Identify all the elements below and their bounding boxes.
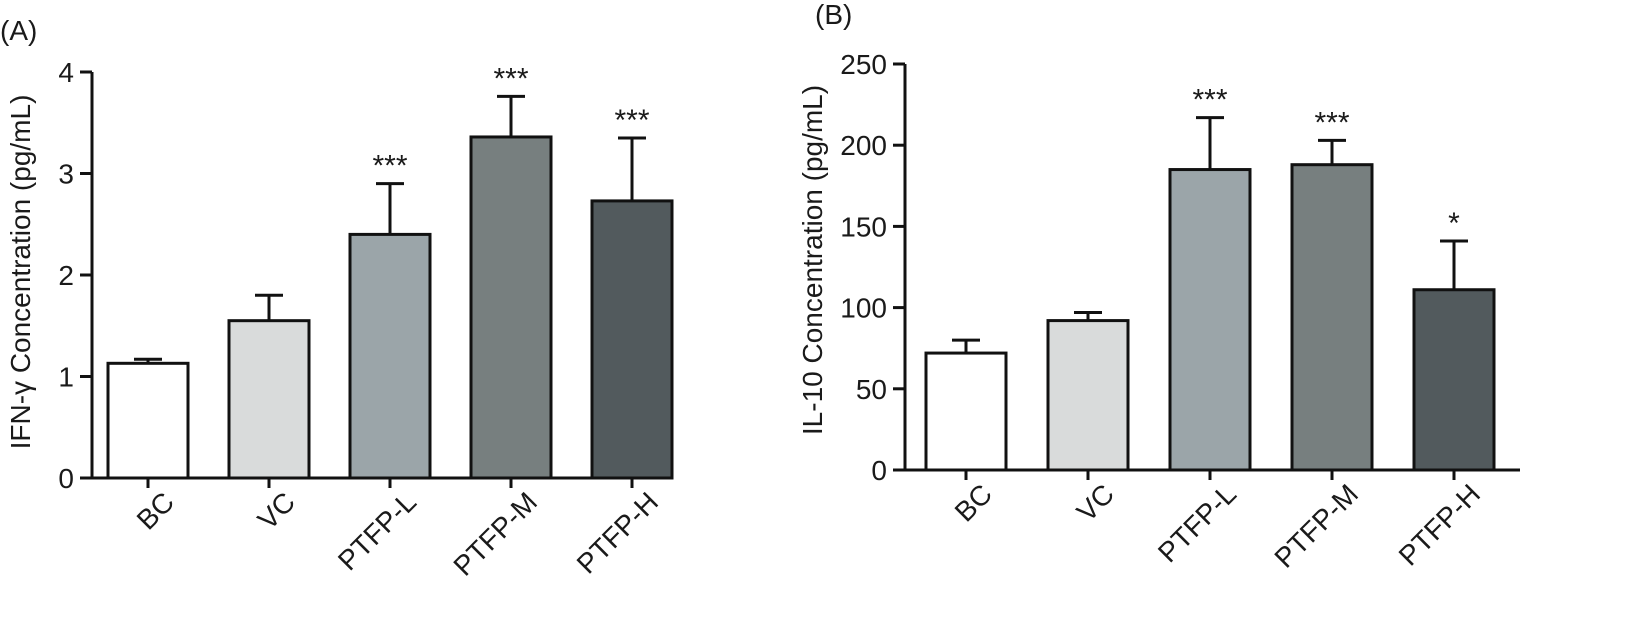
panel-b-bar-2 xyxy=(1168,168,1252,472)
panel-b-significance-2: *** xyxy=(1192,84,1227,117)
panel-b-y-axis-title: IL-10 Concentration (pg/mL) xyxy=(797,85,828,435)
panel-a-significance-3: *** xyxy=(493,62,528,95)
panel-b-x-tick-label-4: PTFP-H xyxy=(1393,478,1486,571)
panel-a-y-tick-label-2: 2 xyxy=(58,260,74,291)
panel-b-x-tick-label-0: BC xyxy=(949,478,998,527)
panel-a-y-tick-label-1: 1 xyxy=(58,362,74,393)
panel-a-bar-2 xyxy=(348,232,432,480)
panel-a-x-tick-label-1: VC xyxy=(252,486,301,535)
panel-a-y-tick-label-0: 0 xyxy=(58,463,74,494)
panel-b-chart: (B) IL-10 Concentration (pg/mL) BC VC *** P… xyxy=(797,0,1520,574)
panel-a-y-axis-title: IFN-γ Concentration (pg/mL) xyxy=(5,95,36,450)
panel-a-bar-3 xyxy=(469,135,553,480)
panel-a-y-tick-label-3: 3 xyxy=(58,159,74,190)
panel-a-bar-0 xyxy=(106,361,190,480)
panel-b-bar-3 xyxy=(1290,163,1374,472)
panel-a-bar-4 xyxy=(590,199,674,480)
panel-a-chart: (A) IFN-γ Concentration (pg/mL) BC VC *** P… xyxy=(0,15,674,582)
panel-a-x-tick-label-2: PTFP-L xyxy=(332,486,422,576)
panel-b-y-tick-label-2: 100 xyxy=(840,293,887,324)
panel-a-y-tick-label-4: 4 xyxy=(58,57,74,88)
panel-b-significance-3: *** xyxy=(1314,106,1349,139)
panel-b-y-tick-label-4: 200 xyxy=(840,130,887,161)
panel-a-significance-4: *** xyxy=(614,104,649,137)
panel-a-bar-1 xyxy=(227,319,311,480)
panel-a-x-tick-label-4: PTFP-H xyxy=(571,486,664,579)
panel-a-label: (A) xyxy=(0,15,37,46)
panel-a-x-tick-label-0: BC xyxy=(131,486,180,535)
panel-a-significance-2: *** xyxy=(372,150,407,183)
panel-b-bar-0 xyxy=(924,351,1008,472)
panel-b-x-tick-label-3: PTFP-M xyxy=(1268,478,1364,574)
panel-b-significance-4: * xyxy=(1448,207,1460,240)
panel-b-x-tick-label-1: VC xyxy=(1071,478,1120,527)
panel-b-bar-4 xyxy=(1412,288,1496,472)
panel-b-label: (B) xyxy=(815,0,852,30)
panel-b-y-tick-label-5: 250 xyxy=(840,49,887,80)
panel-b-y-tick-label-1: 50 xyxy=(856,374,887,405)
panel-b-y-tick-label-0: 0 xyxy=(871,455,887,486)
panel-b-x-tick-label-2: PTFP-L xyxy=(1152,478,1242,568)
panel-b-y-tick-label-3: 150 xyxy=(840,211,887,242)
panel-a-x-tick-label-3: PTFP-M xyxy=(447,486,543,582)
panel-b-bar-1 xyxy=(1046,319,1130,472)
